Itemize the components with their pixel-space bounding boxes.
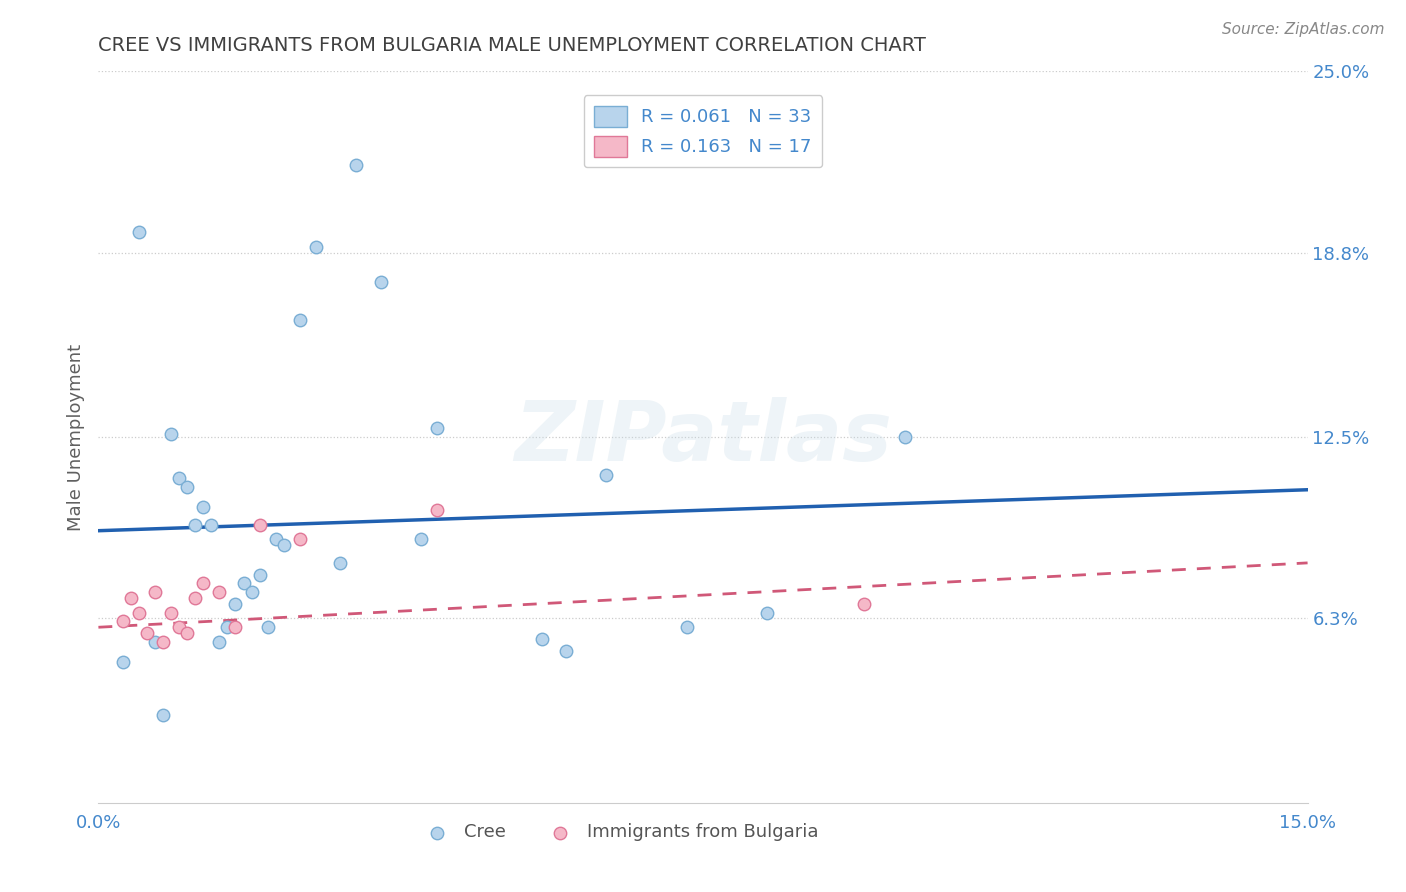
Point [160, 427, 183, 442]
Point [184, 591, 207, 605]
Point [305, 240, 328, 254]
Point [128, 225, 150, 239]
Point [249, 517, 271, 532]
Point [160, 606, 183, 620]
Point [555, 643, 578, 657]
Text: CREE VS IMMIGRANTS FROM BULGARIA MALE UNEMPLOYMENT CORRELATION CHART: CREE VS IMMIGRANTS FROM BULGARIA MALE UN… [98, 36, 927, 54]
Point [128, 606, 150, 620]
Point [217, 620, 239, 634]
Point [184, 517, 207, 532]
Point [152, 635, 174, 649]
Point [426, 503, 449, 517]
Point [329, 556, 352, 570]
Point [167, 620, 190, 634]
Point [176, 480, 198, 494]
Point [853, 597, 876, 611]
Point [491, 50, 513, 64]
Point [426, 421, 449, 435]
Legend: Cree, Immigrants from Bulgaria: Cree, Immigrants from Bulgaria [411, 816, 825, 848]
Point [167, 471, 190, 485]
Point [409, 533, 432, 547]
Point [756, 606, 779, 620]
Text: ZIPatlas: ZIPatlas [515, 397, 891, 477]
Point [111, 656, 134, 670]
Point [595, 468, 617, 483]
Point [200, 517, 222, 532]
Point [232, 576, 254, 591]
Point [143, 635, 166, 649]
Point [288, 533, 311, 547]
Point [120, 591, 142, 605]
Point [135, 626, 157, 640]
Point [208, 635, 231, 649]
Point [530, 632, 553, 646]
Point [288, 313, 311, 327]
Point [111, 615, 134, 629]
Point [344, 158, 367, 172]
Point [143, 585, 166, 599]
Point [152, 708, 174, 723]
Text: Source: ZipAtlas.com: Source: ZipAtlas.com [1222, 22, 1385, 37]
Point [176, 626, 198, 640]
Point [193, 500, 215, 515]
Point [370, 275, 392, 289]
Point [249, 567, 271, 582]
Point [240, 585, 263, 599]
Point [273, 538, 295, 552]
Point [193, 576, 215, 591]
Point [893, 430, 915, 444]
Point [208, 585, 231, 599]
Point [224, 597, 246, 611]
Point [676, 620, 699, 634]
Point [256, 620, 278, 634]
Y-axis label: Male Unemployment: Male Unemployment [66, 343, 84, 531]
Point [264, 533, 287, 547]
Point [224, 620, 246, 634]
